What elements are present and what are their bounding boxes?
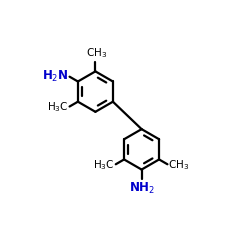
Text: NH$_2$: NH$_2$ [129, 181, 154, 196]
Text: H$_2$N: H$_2$N [42, 68, 68, 84]
Text: CH$_3$: CH$_3$ [168, 158, 190, 172]
Text: H$_3$C: H$_3$C [93, 158, 115, 172]
Text: H$_3$C: H$_3$C [47, 100, 68, 114]
Text: CH$_3$: CH$_3$ [86, 46, 107, 60]
